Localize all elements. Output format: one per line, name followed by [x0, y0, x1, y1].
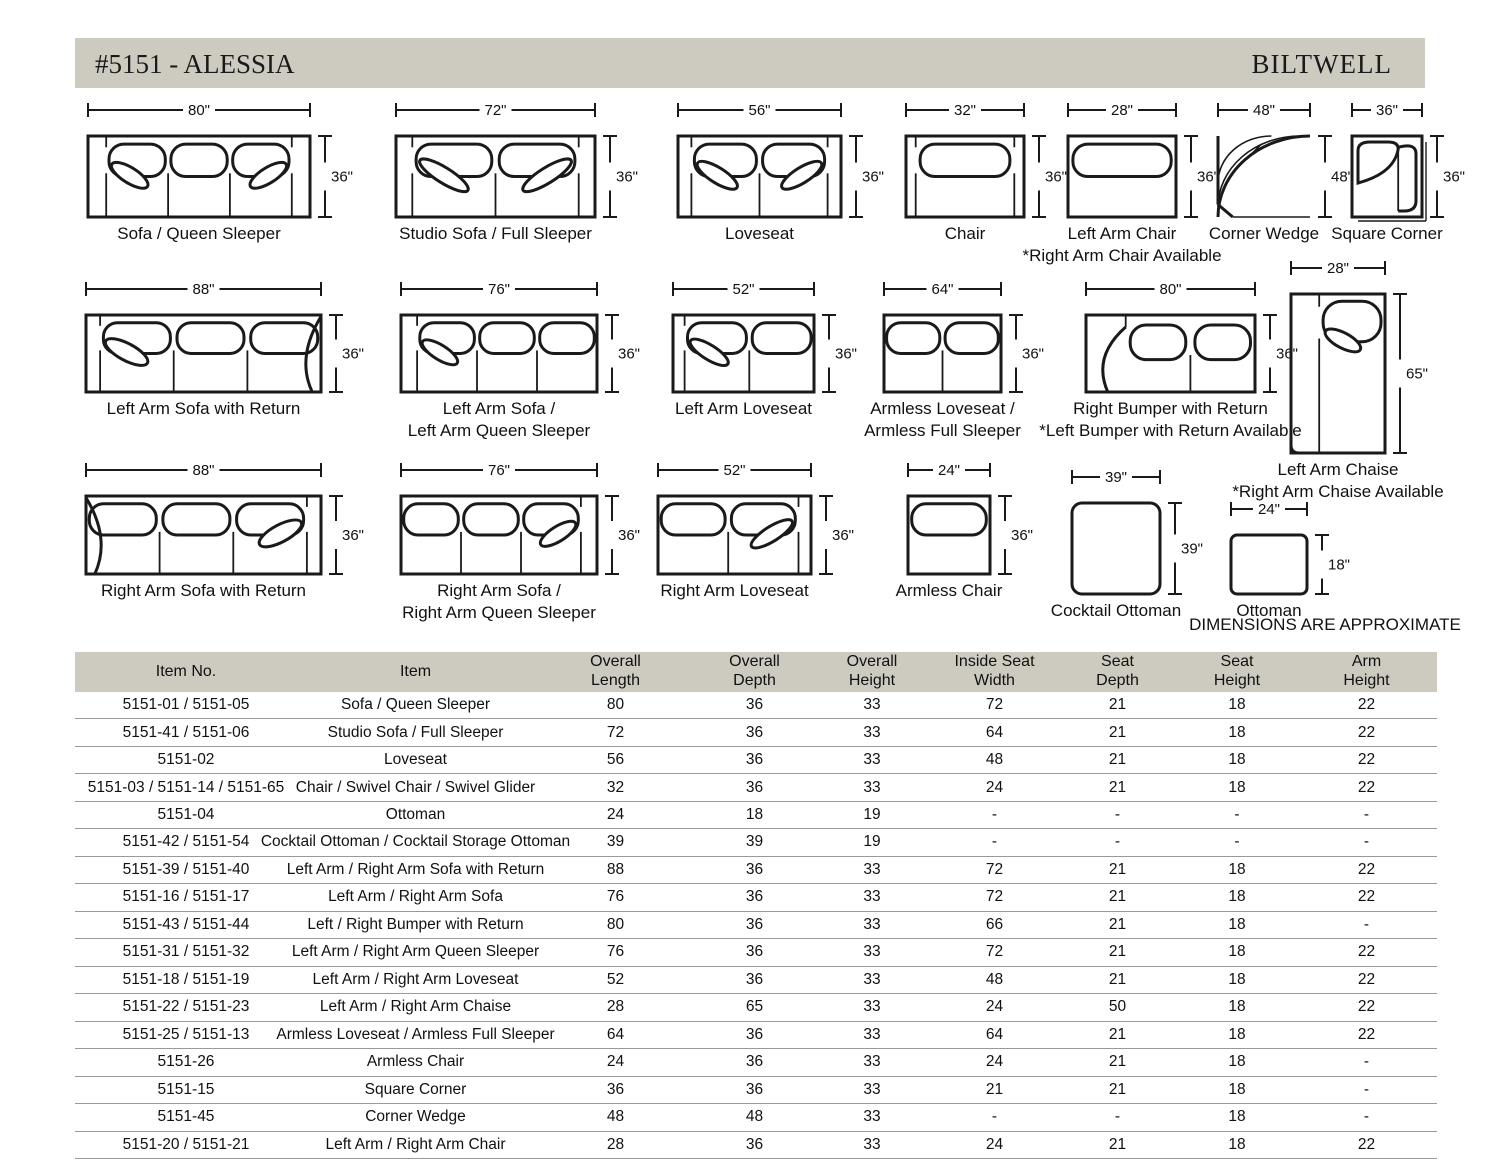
svg-text:DIMENSIONS ARE APPROXIMATE: DIMENSIONS ARE APPROXIMATE	[1189, 615, 1461, 634]
svg-text:Right Arm Sofa with Return: Right Arm Sofa with Return	[101, 581, 306, 600]
svg-text:36": 36"	[832, 527, 854, 544]
svg-text:48": 48"	[1253, 102, 1275, 119]
svg-text:36": 36"	[862, 169, 884, 186]
svg-text:80": 80"	[1159, 281, 1181, 298]
svg-text:Right Arm Sofa /: Right Arm Sofa /	[437, 581, 561, 600]
svg-text:Right Arm Loveseat: Right Arm Loveseat	[660, 581, 809, 600]
svg-text:Left Arm Chaise: Left Arm Chaise	[1278, 460, 1399, 479]
svg-text:36": 36"	[1022, 346, 1044, 363]
svg-text:36": 36"	[835, 346, 857, 363]
svg-text:52": 52"	[723, 462, 745, 479]
svg-text:Loveseat: Loveseat	[725, 224, 794, 243]
svg-text:88": 88"	[192, 281, 214, 298]
svg-text:*Left Bumper with Return Avail: *Left Bumper with Return Available	[1039, 421, 1301, 440]
svg-text:Armless Full Sleeper: Armless Full Sleeper	[864, 421, 1021, 440]
svg-text:36": 36"	[1045, 169, 1067, 186]
svg-text:36": 36"	[616, 169, 638, 186]
svg-text:24": 24"	[938, 462, 960, 479]
svg-text:Armless Chair: Armless Chair	[896, 581, 1003, 600]
svg-text:Armless Loveseat /: Armless Loveseat /	[870, 399, 1015, 418]
svg-text:36": 36"	[1276, 346, 1298, 363]
svg-text:36": 36"	[1376, 102, 1398, 119]
svg-text:32": 32"	[954, 102, 976, 119]
svg-text:18": 18"	[1328, 557, 1350, 574]
svg-text:Right Arm Queen Sleeper: Right Arm Queen Sleeper	[402, 603, 596, 622]
svg-text:*Right Arm Chaise Available: *Right Arm Chaise Available	[1232, 482, 1443, 501]
svg-text:48": 48"	[1331, 169, 1353, 186]
svg-text:36": 36"	[618, 346, 640, 363]
svg-text:76": 76"	[488, 462, 510, 479]
svg-text:28": 28"	[1111, 102, 1133, 119]
svg-text:*Right Arm Chair Available: *Right Arm Chair Available	[1022, 246, 1221, 265]
svg-text:52": 52"	[732, 281, 754, 298]
svg-text:88": 88"	[192, 462, 214, 479]
svg-text:36": 36"	[331, 169, 353, 186]
svg-text:Left Arm Queen Sleeper: Left Arm Queen Sleeper	[408, 421, 591, 440]
svg-text:Left Arm Loveseat: Left Arm Loveseat	[675, 399, 812, 418]
svg-text:Corner Wedge: Corner Wedge	[1209, 224, 1319, 243]
svg-text:36": 36"	[1197, 169, 1219, 186]
svg-text:Left Arm Chair: Left Arm Chair	[1068, 224, 1177, 243]
svg-text:36": 36"	[1443, 169, 1465, 186]
svg-text:39": 39"	[1105, 469, 1127, 486]
svg-text:Right Bumper with Return: Right Bumper with Return	[1073, 399, 1268, 418]
svg-text:72": 72"	[484, 102, 506, 119]
svg-text:36": 36"	[342, 346, 364, 363]
svg-text:Chair: Chair	[945, 224, 986, 243]
svg-text:Square Corner: Square Corner	[1331, 224, 1443, 243]
svg-text:36": 36"	[1011, 527, 1033, 544]
svg-text:Studio Sofa / Full Sleeper: Studio Sofa / Full Sleeper	[399, 224, 592, 243]
svg-text:Left Arm Sofa with Return: Left Arm Sofa with Return	[107, 399, 301, 418]
svg-text:Cocktail Ottoman: Cocktail Ottoman	[1051, 601, 1181, 620]
svg-text:Sofa / Queen Sleeper: Sofa / Queen Sleeper	[117, 224, 281, 243]
svg-text:64": 64"	[931, 281, 953, 298]
svg-text:36": 36"	[618, 527, 640, 544]
svg-text:56": 56"	[748, 102, 770, 119]
svg-text:65": 65"	[1406, 366, 1428, 383]
svg-text:76": 76"	[488, 281, 510, 298]
svg-text:80": 80"	[188, 102, 210, 119]
svg-text:24": 24"	[1258, 501, 1280, 518]
svg-text:39": 39"	[1181, 541, 1203, 558]
svg-text:Left Arm Sofa /: Left Arm Sofa /	[443, 399, 556, 418]
svg-text:36": 36"	[342, 527, 364, 544]
svg-text:28": 28"	[1327, 260, 1349, 277]
